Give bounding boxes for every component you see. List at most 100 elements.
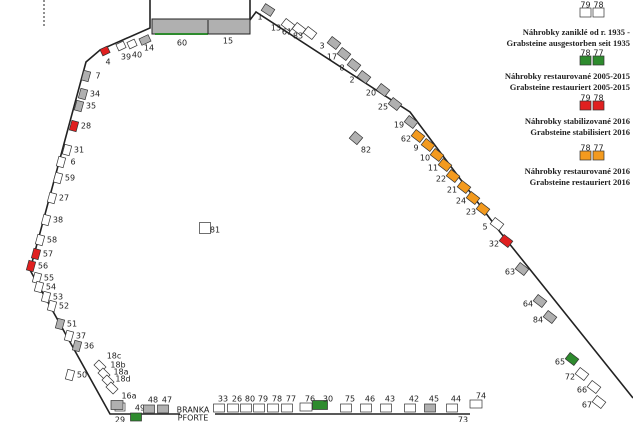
walls (29, 0, 633, 416)
legend-swatch (579, 100, 592, 111)
grave (71, 339, 83, 353)
grave-label: 62 (401, 135, 411, 144)
legend-swatch (579, 150, 592, 161)
grave-label: 46 (365, 395, 375, 404)
grave-label: 56 (38, 262, 48, 271)
grave (115, 40, 127, 52)
grave-label: 47 (162, 396, 172, 405)
grave-label: 16a (121, 392, 136, 401)
grave (410, 128, 426, 144)
grave (302, 25, 318, 41)
grave (542, 309, 558, 325)
grave-label: 43 (385, 395, 395, 404)
legend-swatch-label: 79 (580, 1, 590, 10)
legend-swatch (592, 100, 605, 111)
grave (63, 329, 75, 343)
grave-label: 28 (81, 122, 91, 131)
grave-label: 29 (115, 416, 125, 422)
grave (110, 400, 124, 410)
grave-label: 9 (413, 144, 418, 153)
legend-text: Náhrobky restaurované 2016 (525, 166, 630, 176)
grave (267, 403, 279, 413)
legend-swatch-label: 78 (593, 94, 603, 103)
grave-label: 61 (282, 28, 292, 37)
grave-label: 18c (107, 352, 122, 361)
grave-label: 11 (428, 164, 438, 173)
legend-swatch (579, 7, 592, 18)
grave-label: 48 (148, 396, 158, 405)
grave (346, 57, 362, 73)
grave-label: 1 (257, 13, 262, 22)
grave-label: 77 (286, 395, 296, 404)
grave (64, 368, 76, 382)
grave (126, 38, 138, 50)
grave (429, 147, 445, 163)
grave (437, 157, 453, 173)
grave (469, 399, 483, 409)
grave-label: 22 (436, 175, 446, 184)
grave-label: 63 (505, 268, 515, 277)
grave (564, 351, 580, 367)
grave (77, 87, 89, 101)
grave (25, 259, 37, 273)
grave-label: 57 (43, 250, 53, 259)
grave-label: 58 (47, 236, 57, 245)
grave-label: 23 (466, 208, 476, 217)
grave (73, 99, 85, 113)
grave-label: 50 (77, 371, 87, 380)
grave-label: 10 (420, 154, 430, 163)
grave (514, 261, 530, 277)
grave-label: 51 (67, 320, 77, 329)
grave (424, 403, 436, 413)
grave (30, 247, 42, 261)
grave-label: 82 (361, 146, 371, 155)
grave (227, 403, 239, 413)
grave (404, 403, 416, 413)
grave-label: 44 (451, 395, 461, 404)
grave (586, 379, 602, 395)
grave-label: 24 (456, 197, 466, 206)
grave (475, 201, 491, 217)
grave-label: 76 (305, 395, 315, 404)
grave (340, 403, 352, 413)
grave-label: 6 (70, 158, 75, 167)
grave-label: 74 (476, 392, 486, 401)
grave (33, 280, 45, 294)
legend-swatch-label: 79 (580, 94, 590, 103)
grave-label: 5 (482, 223, 487, 232)
grave-label: 80 (245, 395, 255, 404)
grave-label: 40 (132, 51, 142, 60)
grave-label: 42 (409, 395, 419, 404)
grave-label: 81 (210, 226, 220, 235)
grave-label: 38 (53, 216, 63, 225)
grave (281, 403, 293, 413)
grave-label: 73 (458, 416, 468, 422)
grave-label: 78 (272, 395, 282, 404)
grave-label: 19 (394, 121, 404, 130)
grave (420, 137, 436, 153)
grave (40, 290, 52, 304)
grave (456, 179, 472, 195)
grave (46, 299, 58, 313)
grave-label: 35 (86, 102, 96, 111)
grave (446, 403, 458, 413)
legend-swatch (579, 55, 592, 66)
grave (260, 3, 276, 17)
legend-swatch (592, 7, 605, 18)
grave (489, 216, 505, 232)
legend-text: Grabsteine stabilisiert 2016 (530, 127, 630, 137)
grave-label: 31 (74, 146, 84, 155)
grave-label: 39 (121, 53, 131, 62)
grave (80, 69, 92, 83)
grave (360, 403, 372, 413)
grave-label: 21 (447, 186, 457, 195)
grave (31, 271, 43, 285)
legend-text: Náhrobky restaurované 2005-2015 (505, 71, 630, 81)
grave-label: 45 (429, 395, 439, 404)
grave-label: 4 (105, 58, 110, 67)
grave (54, 317, 66, 331)
gate-label: BRANKA (177, 406, 210, 415)
grave (213, 403, 225, 413)
grave-label: 54 (46, 283, 56, 292)
